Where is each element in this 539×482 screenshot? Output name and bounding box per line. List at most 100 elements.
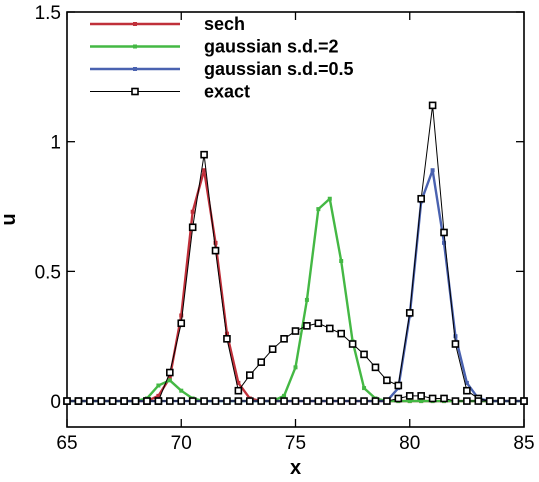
data-point xyxy=(167,375,172,380)
data-point xyxy=(360,397,368,405)
data-point xyxy=(202,168,207,173)
data-point xyxy=(156,383,161,388)
data-point xyxy=(268,345,277,353)
series-3 xyxy=(63,101,528,405)
data-point xyxy=(464,380,469,385)
data-point xyxy=(360,350,368,359)
data-point xyxy=(428,101,437,110)
x-tick-label: 85 xyxy=(513,433,534,454)
data-point xyxy=(430,168,435,173)
legend-marker xyxy=(133,67,137,71)
legend-item: gaussian s.d.=0.5 xyxy=(90,59,354,79)
data-point xyxy=(339,259,344,263)
data-point xyxy=(177,319,186,328)
data-point xyxy=(314,319,323,328)
y-axis-title: u xyxy=(0,213,20,225)
data-point xyxy=(257,358,266,366)
data-point xyxy=(293,365,298,370)
data-point xyxy=(417,194,425,203)
data-point xyxy=(234,386,243,395)
data-point xyxy=(188,397,197,405)
data-point xyxy=(485,397,494,405)
y-tick-label: 0 xyxy=(50,392,61,413)
data-point xyxy=(179,313,184,318)
data-point xyxy=(371,397,380,405)
data-point xyxy=(348,340,357,348)
data-point xyxy=(520,397,528,405)
data-point xyxy=(246,371,254,379)
x-tick-label: 75 xyxy=(285,433,306,454)
data-point xyxy=(108,397,117,405)
legend-label: exact xyxy=(204,82,250,102)
data-point xyxy=(131,397,140,405)
data-point xyxy=(362,386,367,391)
data-point xyxy=(282,393,287,398)
data-point xyxy=(167,378,172,383)
data-point xyxy=(316,207,321,212)
data-point xyxy=(200,397,208,405)
data-point xyxy=(417,392,425,400)
data-point xyxy=(156,393,161,398)
data-point xyxy=(474,397,483,405)
legend-item: gaussian s.d.=2 xyxy=(90,37,339,57)
data-point xyxy=(451,340,460,348)
x-axis-title: x xyxy=(290,457,301,479)
data-point xyxy=(463,397,471,405)
x-tick-label: 70 xyxy=(171,433,192,454)
legend-label: sech xyxy=(204,14,245,34)
legend-item: sech xyxy=(90,14,245,34)
data-point xyxy=(86,397,94,405)
data-point xyxy=(143,397,151,405)
data-point xyxy=(304,297,309,302)
data-point xyxy=(120,397,128,405)
data-point xyxy=(97,397,106,405)
data-point xyxy=(74,397,83,405)
data-point xyxy=(497,397,505,405)
data-point xyxy=(440,228,448,237)
data-point xyxy=(224,331,229,336)
data-point xyxy=(325,397,334,405)
legend-label: gaussian s.d.=2 xyxy=(204,37,339,57)
data-point xyxy=(303,322,311,330)
data-point xyxy=(463,386,471,395)
data-point xyxy=(405,309,414,317)
data-point xyxy=(394,381,403,390)
data-point xyxy=(508,397,517,405)
data-point xyxy=(291,327,300,335)
data-point xyxy=(190,209,195,214)
data-point xyxy=(453,334,458,339)
y-tick-label: 0.5 xyxy=(35,262,61,283)
data-point xyxy=(223,335,231,343)
data-point xyxy=(442,240,447,245)
data-point xyxy=(268,397,277,405)
data-point xyxy=(327,196,332,201)
data-point xyxy=(428,394,437,403)
data-point xyxy=(394,394,403,403)
legend-marker xyxy=(133,44,137,49)
series-layer xyxy=(63,101,528,405)
data-point xyxy=(407,399,412,404)
data-point xyxy=(303,397,311,405)
y-tick-label: 1.5 xyxy=(35,3,61,24)
data-point xyxy=(440,394,448,403)
data-point xyxy=(348,397,357,405)
data-point xyxy=(280,335,288,343)
data-point xyxy=(257,397,266,405)
data-point xyxy=(179,388,184,393)
data-point xyxy=(419,399,424,404)
y-tick-label: 1 xyxy=(50,133,61,154)
data-point xyxy=(405,392,414,400)
legend-item: exact xyxy=(90,82,250,102)
data-point xyxy=(337,329,346,338)
data-point xyxy=(383,397,391,405)
data-point xyxy=(383,376,391,385)
data-point xyxy=(314,397,323,405)
data-point xyxy=(234,397,243,405)
data-point xyxy=(63,397,71,405)
data-point xyxy=(213,240,218,245)
data-point xyxy=(200,150,208,159)
legend-marker xyxy=(131,87,139,96)
data-point xyxy=(325,324,334,333)
